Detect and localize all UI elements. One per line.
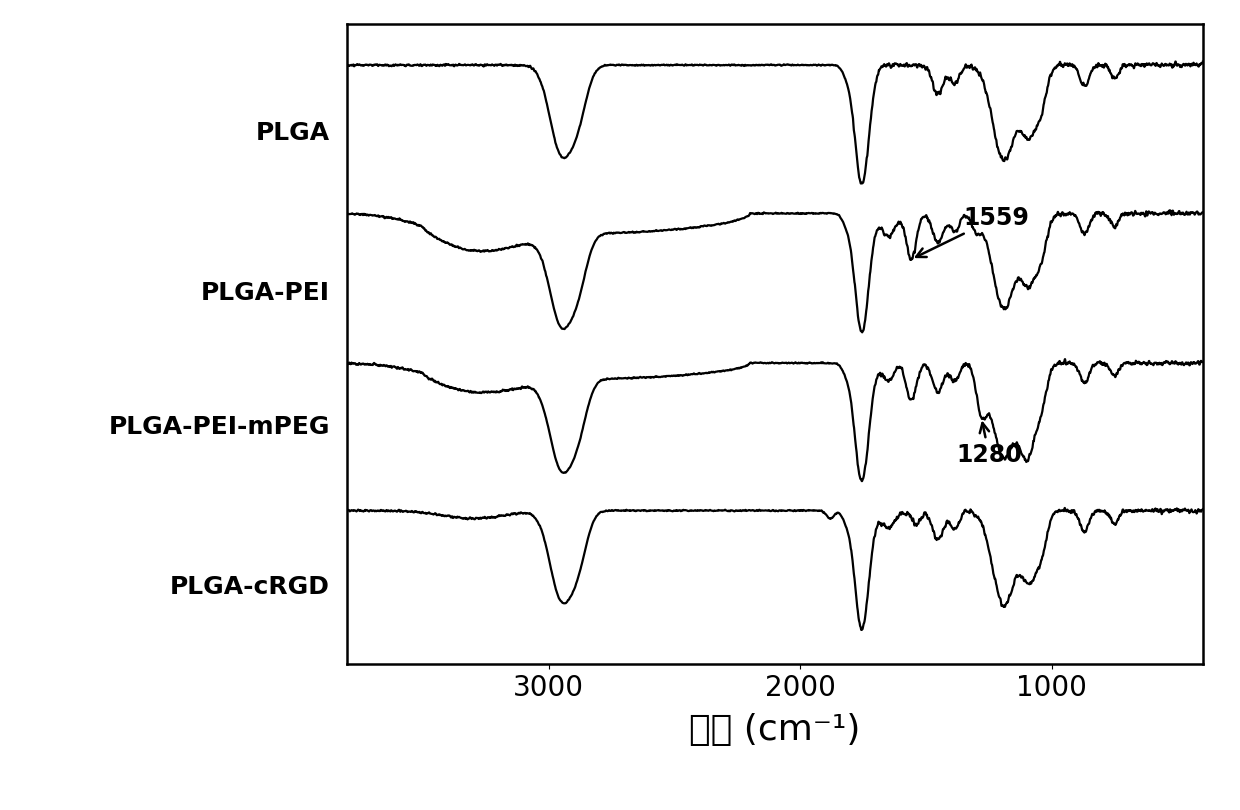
Text: 1280: 1280	[956, 423, 1022, 467]
Text: 1559: 1559	[916, 206, 1029, 257]
X-axis label: 波数 (cm⁻¹): 波数 (cm⁻¹)	[689, 713, 861, 747]
Text: PLGA-cRGD: PLGA-cRGD	[170, 575, 330, 599]
Text: PLGA-PEI: PLGA-PEI	[201, 281, 330, 305]
Text: PLGA: PLGA	[255, 121, 330, 145]
Text: PLGA-PEI-mPEG: PLGA-PEI-mPEG	[109, 416, 330, 440]
